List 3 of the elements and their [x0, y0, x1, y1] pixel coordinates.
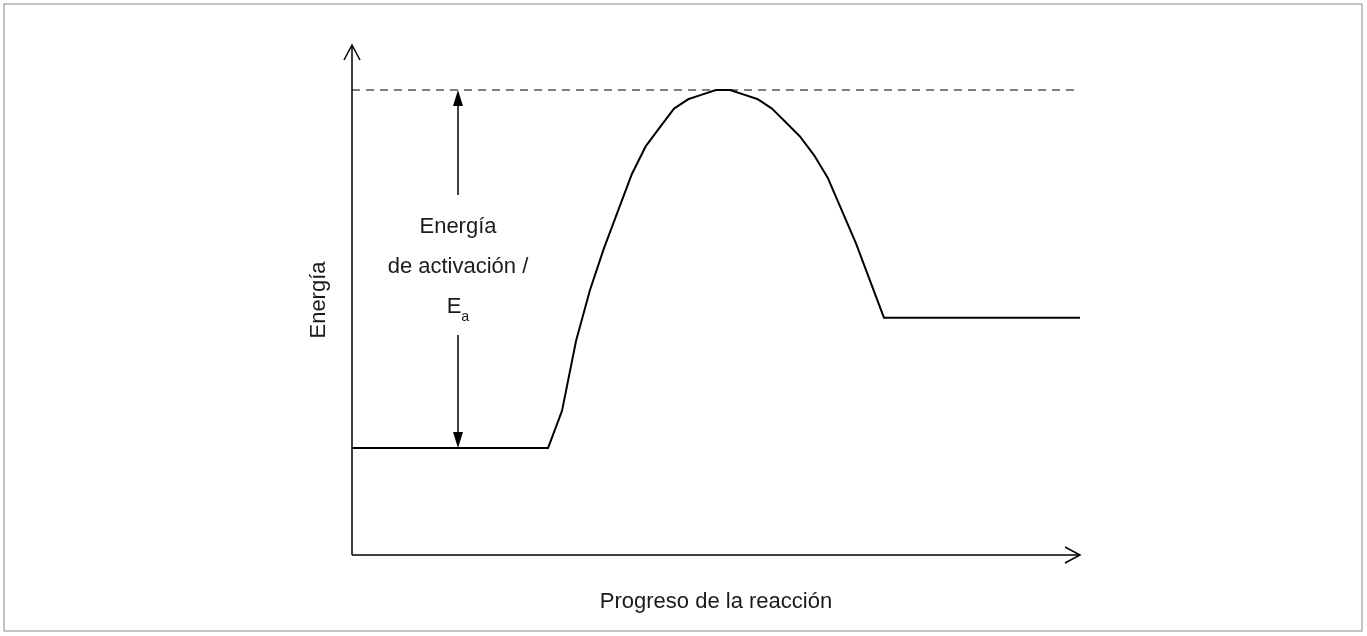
x-axis-title: Progreso de la reacción — [599, 588, 833, 613]
y-axis-title: Energía — [305, 260, 330, 339]
annotation: Energía de activación / E$_{a}$ — [387, 213, 530, 324]
